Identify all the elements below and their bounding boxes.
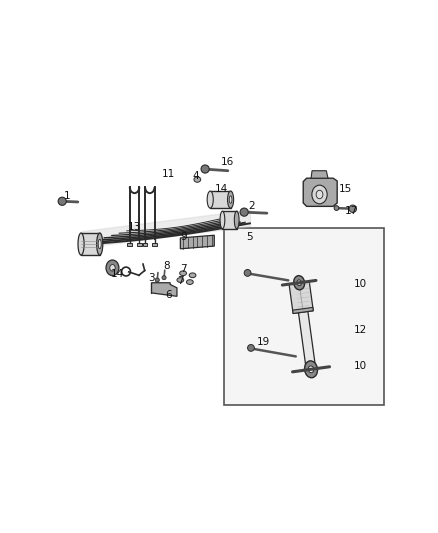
Text: 14: 14 — [111, 269, 124, 279]
Text: 15: 15 — [338, 184, 352, 195]
Ellipse shape — [220, 211, 225, 229]
Ellipse shape — [97, 233, 103, 255]
Text: 8: 8 — [163, 261, 170, 271]
Text: 7: 7 — [180, 264, 187, 274]
Polygon shape — [303, 178, 337, 206]
Text: 10: 10 — [354, 361, 367, 371]
Ellipse shape — [312, 185, 327, 204]
Polygon shape — [289, 281, 313, 313]
Polygon shape — [127, 243, 132, 246]
Text: 9: 9 — [180, 232, 187, 242]
Ellipse shape — [78, 233, 84, 255]
Text: 3: 3 — [148, 273, 155, 282]
Circle shape — [247, 344, 254, 351]
Text: 14: 14 — [215, 184, 228, 195]
Ellipse shape — [297, 280, 301, 286]
Text: 19: 19 — [257, 337, 270, 347]
Text: 12: 12 — [353, 325, 367, 335]
Ellipse shape — [308, 366, 314, 373]
Text: 11: 11 — [162, 169, 175, 179]
Polygon shape — [152, 282, 177, 296]
Ellipse shape — [234, 211, 239, 229]
Polygon shape — [152, 243, 157, 246]
Ellipse shape — [304, 361, 318, 378]
Text: 16: 16 — [221, 157, 234, 167]
Text: 7: 7 — [177, 276, 184, 286]
Ellipse shape — [316, 190, 323, 199]
Circle shape — [244, 270, 251, 276]
Polygon shape — [293, 308, 313, 313]
Polygon shape — [311, 171, 328, 178]
Ellipse shape — [227, 191, 233, 208]
Polygon shape — [223, 211, 237, 229]
Circle shape — [155, 278, 159, 282]
Ellipse shape — [229, 196, 232, 203]
Circle shape — [240, 208, 248, 216]
Text: 2: 2 — [248, 201, 255, 212]
Polygon shape — [180, 235, 214, 249]
Ellipse shape — [98, 239, 101, 249]
FancyBboxPatch shape — [224, 229, 384, 405]
Text: 1: 1 — [64, 191, 70, 201]
Ellipse shape — [110, 264, 115, 271]
Ellipse shape — [177, 278, 184, 282]
Polygon shape — [143, 243, 148, 246]
Text: 5: 5 — [247, 232, 253, 242]
Ellipse shape — [189, 273, 196, 278]
Circle shape — [162, 276, 166, 280]
Ellipse shape — [294, 276, 304, 290]
Ellipse shape — [180, 271, 187, 276]
Circle shape — [334, 206, 339, 211]
Circle shape — [349, 205, 357, 213]
Polygon shape — [81, 233, 100, 255]
Ellipse shape — [187, 280, 193, 285]
Text: 6: 6 — [165, 289, 172, 300]
Circle shape — [58, 197, 66, 205]
Ellipse shape — [106, 260, 119, 276]
Polygon shape — [210, 191, 230, 208]
Text: 17: 17 — [345, 206, 358, 216]
Circle shape — [201, 165, 209, 173]
Ellipse shape — [194, 177, 201, 182]
Text: 10: 10 — [354, 279, 367, 289]
Text: 13: 13 — [128, 222, 141, 232]
Text: 4: 4 — [192, 171, 199, 181]
Polygon shape — [298, 311, 316, 370]
Ellipse shape — [207, 191, 213, 208]
Polygon shape — [137, 243, 141, 246]
